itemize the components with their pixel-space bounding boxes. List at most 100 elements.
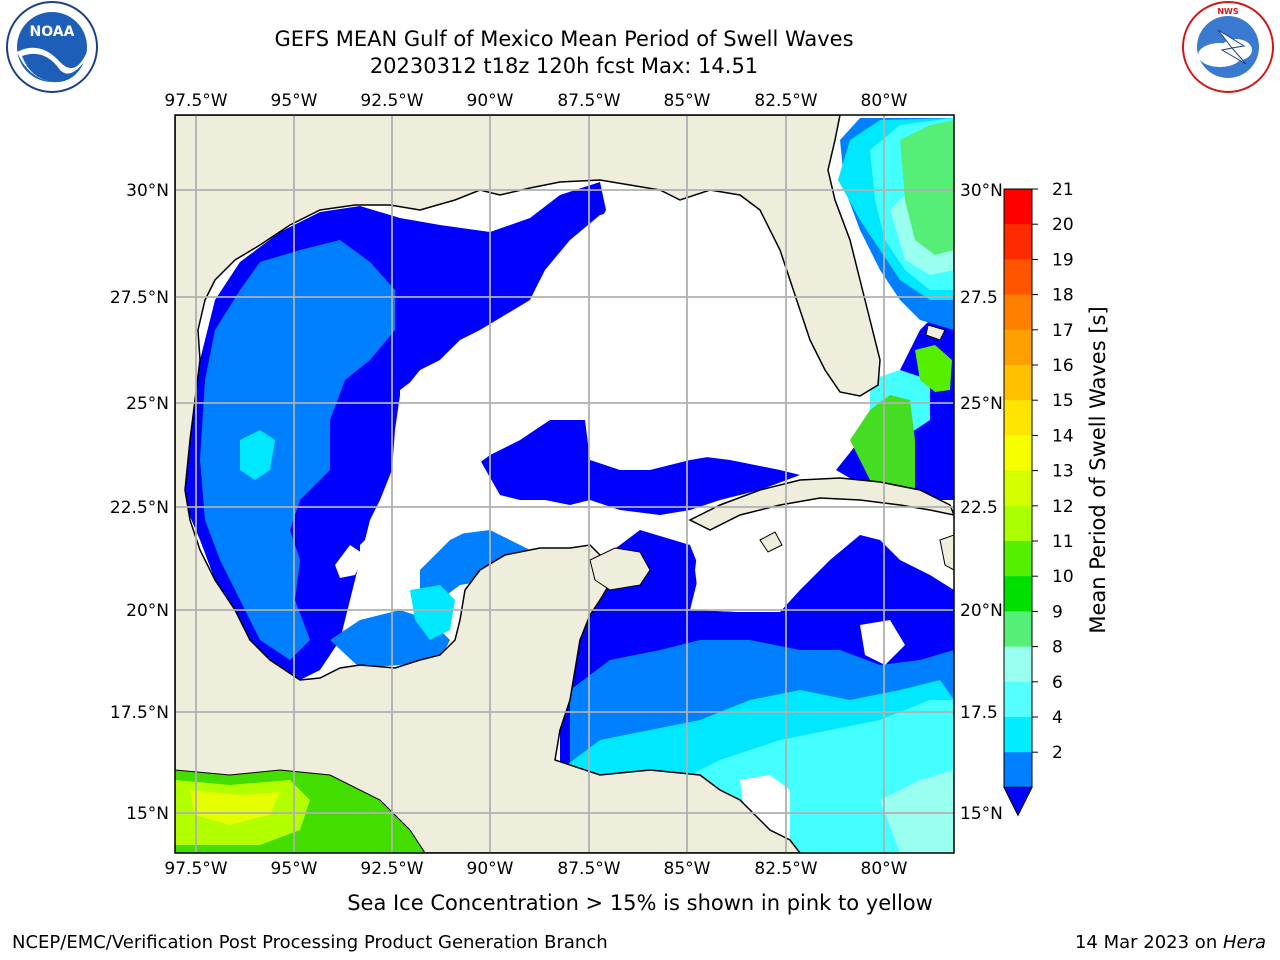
colorbar-segment <box>1004 541 1032 577</box>
colorbar-tick-label: 17 <box>1052 321 1074 341</box>
swell-2to4-west <box>200 240 395 660</box>
colorbar-tick-label: 11 <box>1052 532 1074 552</box>
lon-label: 80°W <box>861 859 908 879</box>
land-pacific-yellow2 <box>190 790 280 825</box>
swell-10to11-straits <box>850 395 915 495</box>
colorbar-tick-label: 21 <box>1052 180 1074 200</box>
swell-9to10-atl <box>900 120 954 255</box>
lat-label: 20°N <box>126 601 169 621</box>
lon-label: 87.5°W <box>557 91 620 111</box>
colorbar-tick-label: 2 <box>1052 743 1063 763</box>
colorbar-segment <box>1004 611 1032 648</box>
chart-subtitle: 20230312 t18z 120h fcst Max: 14.51 <box>369 54 759 78</box>
lat-label: 20°N <box>960 601 1003 621</box>
colorbar-tick-label: 14 <box>1052 426 1074 446</box>
colorbar-tick-label: 15 <box>1052 391 1074 411</box>
land-north-america <box>175 115 881 853</box>
swell-lt2-center <box>480 415 800 515</box>
lon-label: 97.5°W <box>164 859 227 879</box>
lon-label: 95°W <box>271 859 318 879</box>
generation-date: 14 Mar 2023 on Hera <box>1075 932 1266 953</box>
colorbar-segment <box>1004 752 1032 788</box>
nws-logo: NWS <box>1182 1 1274 93</box>
colorbar-segment <box>1004 259 1032 296</box>
colorbar-tick-label: 6 <box>1052 673 1063 693</box>
colorbar-segment <box>1004 329 1032 366</box>
swell-gap-hole1 <box>335 545 365 578</box>
lat-label: 25°N <box>126 394 169 414</box>
lon-labels-top: 97.5°W 95°W 92.5°W 90°W 87.5°W 85°W 82.5… <box>164 91 907 111</box>
colorbar-segment <box>1004 189 1032 225</box>
colorbar-segment <box>1004 681 1032 718</box>
colorbar-tick-label: 16 <box>1052 356 1074 376</box>
swell-8to9-carib <box>880 770 954 853</box>
lat-label: 27.5°N <box>110 288 169 308</box>
colorbar-segment <box>1004 365 1032 401</box>
land-isle-of-youth <box>759 531 783 553</box>
colorbar-tick-label: 9 <box>1052 602 1063 622</box>
lon-label: 87.5°W <box>557 859 620 879</box>
lat-labels-right: 30°N 27.5 25°N 22.5 20°N 17.5 15°N <box>960 181 1003 824</box>
lon-label: 90°W <box>467 859 514 879</box>
lat-label: 22.5°N <box>110 498 169 518</box>
svg-text:NWS: NWS <box>1217 7 1239 16</box>
lat-label: 17.5°N <box>110 703 169 723</box>
lon-labels-bottom: 97.5°W 95°W 92.5°W 90°W 87.5°W 85°W 82.5… <box>164 859 907 879</box>
lon-label: 80°W <box>861 91 908 111</box>
swell-4to6-gulf <box>240 430 275 480</box>
land-hispaniola-edge <box>939 534 954 571</box>
land-yucatan-tip <box>589 547 651 591</box>
colorbar-tick-label: 4 <box>1052 708 1063 728</box>
colorbar-tick-label: 19 <box>1052 250 1074 270</box>
lat-labels-left: 30°N 27.5°N 25°N 22.5°N 20°N 17.5°N 15°N <box>110 181 169 824</box>
lon-label: 95°W <box>271 91 318 111</box>
swell-4to6-bay <box>410 585 455 640</box>
lat-label: 15°N <box>126 804 169 824</box>
lat-label: 22.5 <box>960 498 998 518</box>
colorbar-segment <box>1004 294 1032 331</box>
lat-label: 17.5 <box>960 703 998 723</box>
colorbar-segment <box>1004 646 1032 683</box>
colorbar-tick-label: 8 <box>1052 638 1063 658</box>
swell-gap-carib <box>695 515 840 612</box>
lon-label: 85°W <box>664 91 711 111</box>
colorbar-segment <box>1004 505 1032 542</box>
swell-gap-central <box>360 200 840 580</box>
lon-label: 85°W <box>664 859 711 879</box>
colorbar-label: Mean Period of Swell Waves [s] <box>1086 306 1110 633</box>
map-layer <box>175 115 954 853</box>
colorbar-frame <box>1003 188 1033 788</box>
lon-label: 92.5°W <box>360 859 423 879</box>
producer-credit: NCEP/EMC/Verification Post Processing Pr… <box>12 932 608 953</box>
lon-label: 97.5°W <box>164 91 227 111</box>
lon-label: 92.5°W <box>360 91 423 111</box>
colorbar-segment <box>1004 400 1032 436</box>
colorbar-tick-label: 10 <box>1052 567 1074 587</box>
map-border <box>174 114 955 854</box>
noaa-logo: NOAA <box>6 1 98 93</box>
colorbar-tick-label: 18 <box>1052 286 1074 306</box>
host-name: Hera <box>1222 932 1266 953</box>
land-bahamas <box>925 324 946 341</box>
sea-ice-note: Sea Ice Concentration > 15% is shown in … <box>347 891 933 915</box>
noaa-logo-text: NOAA <box>30 24 75 40</box>
colorbar-extend-arrow <box>1003 786 1033 817</box>
swell-gap-hole2 <box>860 620 905 665</box>
lon-label: 82.5°W <box>754 91 817 111</box>
colorbar-segment <box>1004 224 1032 260</box>
lat-label: 25°N <box>960 394 1003 414</box>
colorbar-tick-label: 13 <box>1052 462 1074 482</box>
colorbar-segment <box>1004 470 1032 507</box>
generation-date-text: 14 Mar 2023 on <box>1074 932 1223 953</box>
colorbar-segment <box>1004 576 1032 612</box>
lat-label: 15°N <box>960 804 1003 824</box>
colorbar-tick-label: 20 <box>1052 215 1074 235</box>
graticule <box>175 115 954 853</box>
colorbar-tick-label: 12 <box>1052 497 1074 517</box>
colorbar-segment <box>1004 717 1032 753</box>
lat-label: 30°N <box>960 181 1003 201</box>
colorbar-segment <box>1004 435 1032 472</box>
lon-label: 82.5°W <box>754 859 817 879</box>
chart-title: GEFS MEAN Gulf of Mexico Mean Period of … <box>274 27 854 51</box>
lat-label: 30°N <box>126 181 169 201</box>
